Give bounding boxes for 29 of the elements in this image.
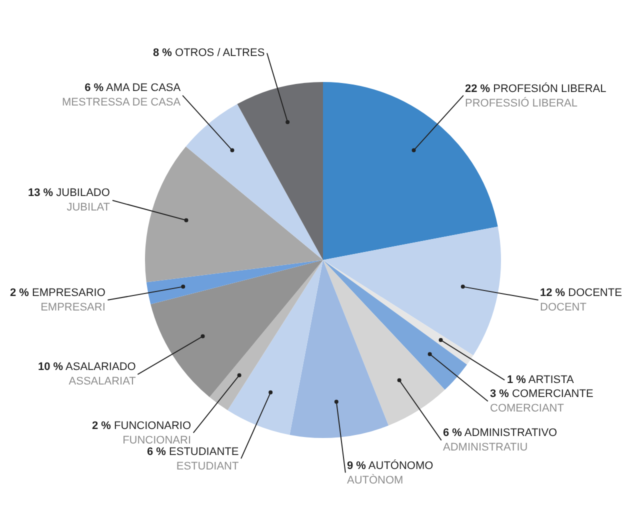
pie-slice [323,260,468,390]
pie-slice [237,82,323,260]
slice-label: FUNCIONARIO FUNCIONARI [114,420,192,446]
slice-label: ASALARIADO ASSALARIAT [66,361,136,388]
data-label: 9 % [347,460,366,472]
data-label: 8 % [153,47,172,59]
data-label: 2 % [10,287,30,299]
data-label: 6 % [443,427,462,439]
pie-slice [290,260,389,438]
data-label: 6 % [84,82,104,94]
pie-slice [146,260,323,304]
data-label: 10 % [38,361,64,373]
pie-slice [150,260,323,398]
pie-slice [323,260,474,365]
data-label: 13 % [28,187,54,199]
data-label: 12 % [540,287,566,299]
slice-label: ARTISTA [528,374,574,386]
slice-label: JUBILADO JUBILAT [56,187,110,214]
data-label: 3 % [490,388,510,400]
data-label: 2 % [92,420,112,432]
data-label: 6 % [147,446,166,458]
data-label: 1 % [507,374,526,386]
pie-slice [210,260,323,410]
slice-label: ESTUDIANTE ESTUDIANT [169,446,239,472]
slice-label: EMPRESARIO EMPRESARI [32,287,106,314]
pie-slice [145,146,323,282]
pie-slice [323,260,445,426]
data-label: 22 % [465,83,490,95]
slice-label: OTROS / ALTRES [175,47,265,59]
